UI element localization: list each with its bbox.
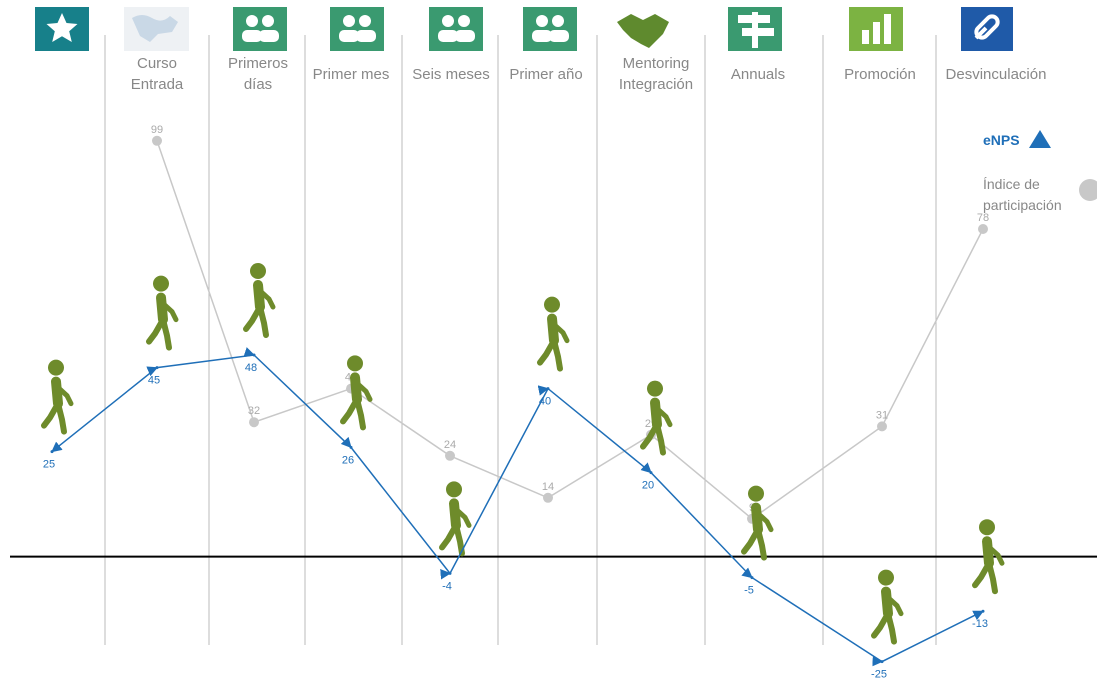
enps-label: -25 xyxy=(871,669,887,681)
participation-label: 99 xyxy=(151,124,163,136)
bars-glyph xyxy=(862,14,891,44)
enps-label: -5 xyxy=(744,585,754,597)
enps-point xyxy=(155,366,159,370)
walker-arm xyxy=(549,320,570,344)
stage-label: Desvinculación xyxy=(945,65,1047,83)
stage-label: Mentoring Integración xyxy=(618,55,694,93)
participation-point xyxy=(543,492,553,503)
legend-enps: eNPS xyxy=(983,132,1020,148)
walker-leg xyxy=(243,304,263,332)
enps-label: -4 xyxy=(442,580,452,592)
walker-arm xyxy=(255,286,276,310)
walker xyxy=(640,380,673,456)
walker-head xyxy=(347,355,363,372)
enps-label: 45 xyxy=(148,375,160,387)
enps-point xyxy=(649,471,653,475)
walker xyxy=(146,275,179,351)
walker xyxy=(439,481,472,557)
enps-point xyxy=(349,445,353,449)
walker-leg xyxy=(354,396,366,431)
walker-head xyxy=(544,296,560,313)
enps-line xyxy=(51,347,984,667)
walker-head xyxy=(250,263,266,279)
participation-label: 24 xyxy=(444,439,456,451)
walker xyxy=(871,569,904,645)
walker xyxy=(537,296,570,372)
stage-label: Curso Entrada xyxy=(130,55,184,93)
legend-circle xyxy=(1079,179,1097,201)
walker-leg xyxy=(257,304,269,338)
walker-leg xyxy=(453,522,465,557)
walker-leg xyxy=(986,560,998,595)
enps-label: 40 xyxy=(539,396,551,408)
walker-arm xyxy=(158,299,179,323)
star-icon xyxy=(46,13,78,42)
enps-point xyxy=(546,387,550,391)
enps-label: -13 xyxy=(972,618,988,630)
stage-label: Promoción xyxy=(844,65,916,83)
stage-label: Primer año xyxy=(509,65,583,83)
legend-participation: Índice de participación xyxy=(983,174,1078,216)
legend-label: Índice de participación xyxy=(983,176,1062,213)
participation-label: 31 xyxy=(876,409,888,421)
participation-point xyxy=(877,421,887,432)
walker-leg xyxy=(654,421,666,456)
walker-head xyxy=(48,359,64,376)
enps-label: 48 xyxy=(245,362,257,374)
walker-arm xyxy=(984,542,1005,566)
stage-label: Primeros días xyxy=(227,55,288,93)
enps-label: 20 xyxy=(642,480,654,492)
stage-icons xyxy=(35,7,1013,51)
participation-point xyxy=(445,450,455,461)
walker-leg xyxy=(146,316,166,345)
walker-head xyxy=(647,380,663,397)
link-glyph xyxy=(974,14,1000,40)
stage-label: Seis meses xyxy=(412,65,490,83)
enps-label: 25 xyxy=(43,459,55,471)
walker xyxy=(243,263,276,338)
participation-point xyxy=(978,224,988,234)
participation-point xyxy=(152,135,162,146)
walker-head xyxy=(878,569,894,586)
walker-leg xyxy=(755,526,767,561)
enps-point xyxy=(880,660,884,664)
walker xyxy=(41,359,74,435)
walker xyxy=(972,519,1005,595)
walker-head xyxy=(979,519,995,536)
participation-label: 32 xyxy=(248,405,260,417)
map-shape xyxy=(132,15,178,42)
legend-triangle xyxy=(1029,130,1051,148)
enps-point xyxy=(448,571,452,575)
stage-label: Primer mes xyxy=(312,65,390,83)
walker-leg xyxy=(160,316,172,351)
participation-label: 78 xyxy=(977,212,989,224)
enps-point xyxy=(50,450,54,454)
handshake-icon xyxy=(617,14,669,48)
walker-leg xyxy=(551,337,563,372)
walker-head xyxy=(153,275,169,292)
participation-point xyxy=(249,417,259,428)
enps-point xyxy=(252,353,256,357)
exit-icon xyxy=(961,7,1013,51)
legend-label: eNPS xyxy=(983,132,1020,148)
participation-label: 14 xyxy=(542,481,554,493)
walker-leg xyxy=(885,610,897,645)
enps-point xyxy=(750,576,754,580)
stage-label: Annuals xyxy=(730,65,786,83)
walker-head xyxy=(446,481,462,498)
people-icons xyxy=(233,7,782,51)
separators xyxy=(104,35,937,645)
enps-label: 26 xyxy=(342,454,354,466)
walker-head xyxy=(748,485,764,502)
people-glyphs xyxy=(242,12,774,48)
enps-point xyxy=(981,609,985,613)
participation-line xyxy=(156,140,984,520)
walker-leg xyxy=(55,400,67,435)
